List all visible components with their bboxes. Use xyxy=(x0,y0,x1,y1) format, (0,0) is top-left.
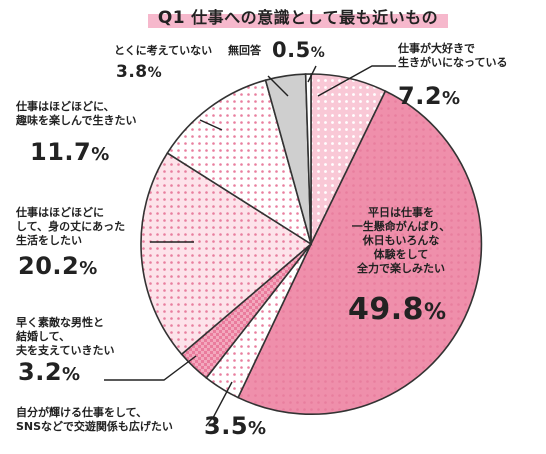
slice-value-number: 11.7 xyxy=(30,138,92,166)
slice-label-line: 夫を支えていきたい xyxy=(16,344,115,357)
slice-label-line: 一生懸命がんばり、 xyxy=(351,220,451,233)
chart-title: Q1 仕事への意識として最も近いもの xyxy=(148,4,448,30)
slice-value-unit: % xyxy=(310,45,326,61)
leader-line-5 xyxy=(199,119,223,131)
slice-value-unit: % xyxy=(79,258,98,279)
leader-line-3 xyxy=(104,355,197,381)
pie-slice-edge-2 xyxy=(237,90,483,416)
slice-value-number: 49.8 xyxy=(348,292,425,327)
slice-value-number: 3.2 xyxy=(18,358,63,386)
slice-value-5: 20.2% xyxy=(18,252,98,280)
slice-value-unit: % xyxy=(62,364,81,385)
slice-label-line: 全力で楽しみたい xyxy=(357,262,445,275)
slice-value-number: 7.2 xyxy=(398,82,443,110)
slice-label-4: 早く素敵な男性と 結婚して、 夫を支えていきたい xyxy=(16,316,114,358)
slice-value-unit: % xyxy=(442,88,461,109)
title-highlight xyxy=(148,14,448,28)
slice-label-line: 趣味を楽しんで生きたい xyxy=(16,114,137,127)
title-text: 仕事への意識として最も近いもの xyxy=(191,8,439,27)
slice-label-line: 早く素敵な男性と xyxy=(16,316,104,329)
slice-value-number: 20.2 xyxy=(18,252,80,280)
slice-label-5: 仕事はほどほどに して、身の丈にあった 生活をしたい xyxy=(16,206,125,248)
slice-label-1: 仕事が大好きで 生きがいになっている xyxy=(398,42,507,70)
slice-label-line: 休日もいろんな xyxy=(362,234,440,247)
slice-label-line: 体験をして xyxy=(373,248,429,261)
title-prefix: Q1 xyxy=(157,8,186,28)
slice-value-1: 7.2% xyxy=(398,82,461,110)
pie-slice-pattern-3 xyxy=(206,244,311,398)
slice-value-2: 49.8% xyxy=(348,292,447,327)
pie-slice-pattern-4 xyxy=(181,244,311,378)
slice-label-line: 仕事はほどほどに xyxy=(16,206,104,219)
slice-label-line: 仕事はほどほどに、 xyxy=(16,100,115,113)
pie-slice-edge-8 xyxy=(304,73,312,245)
slice-label-line: 生きがいになっている xyxy=(398,56,508,69)
slice-value-6: 11.7% xyxy=(30,138,110,166)
slice-value-number: 3.8 xyxy=(116,62,148,82)
slice-value-7: 3.8% xyxy=(116,62,162,82)
slice-label-line: 生活をしたい xyxy=(16,234,82,247)
pie-slice-2 xyxy=(237,90,483,416)
pie-slice-edge-6 xyxy=(166,79,313,246)
leader-line-1 xyxy=(317,65,396,97)
pie-slice-5 xyxy=(140,151,313,356)
slice-label-line: して、身の丈にあった xyxy=(16,220,126,233)
slice-value-unit: % xyxy=(424,300,447,325)
pie-slice-pattern-2 xyxy=(238,91,482,415)
slice-label-3: 自分が輝ける仕事をして、 SNSなどで交遊関係も広げたい xyxy=(16,406,173,434)
slice-value-4: 3.2% xyxy=(18,358,81,386)
slice-label-line: 結婚して、 xyxy=(16,330,71,343)
slice-value-8: 0.5% xyxy=(272,38,325,62)
slice-value-number: 3.5 xyxy=(204,412,249,440)
slice-label-line: 無回答 xyxy=(228,44,261,57)
leader-line-2 xyxy=(205,381,233,427)
slice-value-unit: % xyxy=(248,418,267,439)
slice-value-number: 0.5 xyxy=(272,38,311,62)
slice-value-unit: % xyxy=(147,65,163,81)
slice-label-line: 仕事が大好きで xyxy=(398,42,475,55)
leader-line-6 xyxy=(267,75,289,97)
leader-line-7 xyxy=(307,65,317,83)
slice-label-line: 自分が輝ける仕事をして、 xyxy=(16,406,148,419)
slice-label-8: 無回答 xyxy=(228,44,261,58)
pie-slice-edge-5 xyxy=(140,151,313,356)
pie-slice-pattern-1 xyxy=(311,74,386,244)
pie-slice-8 xyxy=(304,73,312,245)
slice-label-line: とくに考えていない xyxy=(114,44,213,57)
slice-label-2: 平日は仕事を 一生懸命がんばり、 休日もいろんな 体験をして 全力で楽しみたい xyxy=(326,206,476,276)
slice-label-line: SNSなどで交遊関係も広げたい xyxy=(16,420,173,433)
slice-label-7: とくに考えていない xyxy=(114,44,212,58)
pie-slice-pattern-5 xyxy=(141,153,311,355)
slice-label-line: 平日は仕事を xyxy=(368,206,434,219)
slice-value-unit: % xyxy=(91,144,110,165)
slice-label-6: 仕事はほどほどに、 趣味を楽しんで生きたい xyxy=(16,100,136,128)
slice-value-3: 3.5% xyxy=(204,412,267,440)
